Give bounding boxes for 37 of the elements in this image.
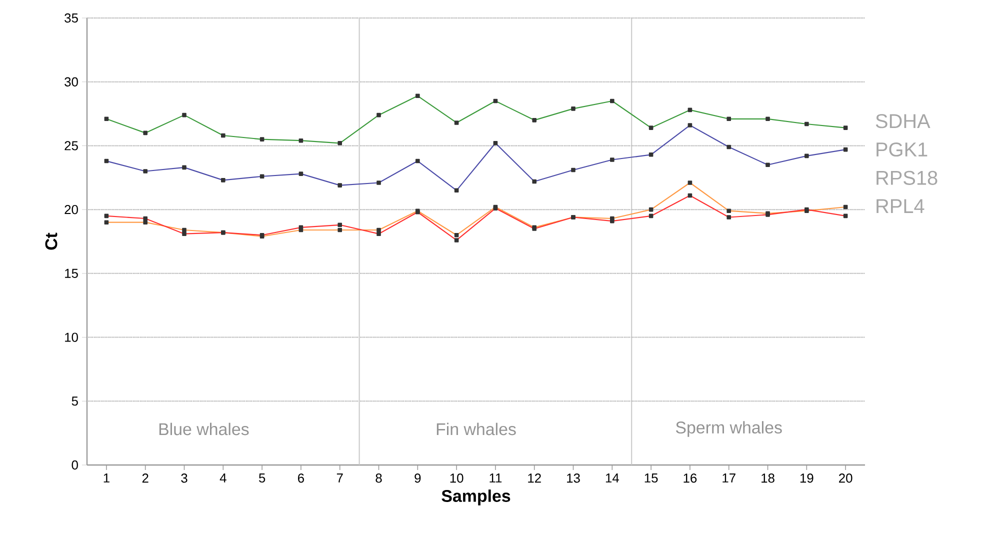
x-tick-label: 5	[258, 474, 266, 483]
y-tick-label: 15	[65, 268, 78, 278]
x-tick-label: 14	[606, 474, 619, 482]
x-tick-label: 7	[336, 474, 343, 482]
x-tick-label: 2	[142, 474, 148, 483]
series-label: SDHA	[876, 114, 930, 128]
x-tick-label: 13	[567, 474, 580, 483]
annotation: Blue whales	[159, 422, 249, 436]
x-tick-label: 18	[762, 474, 774, 483]
y-tick-label: 5	[72, 396, 78, 406]
x-tick-label: 4	[220, 474, 226, 482]
x-tick-label: 10	[450, 474, 464, 483]
y-tick-label: 35	[64, 13, 78, 23]
x-tick-label: 11	[490, 474, 502, 482]
y-tick-label: 10	[65, 332, 78, 342]
series-label: RPS18	[876, 170, 938, 185]
y-tick-label: 25	[64, 141, 78, 150]
x-tick-label: 15	[644, 474, 658, 483]
x-tick-label: 20	[839, 474, 852, 483]
x-tick-label: 3	[181, 474, 188, 483]
x-tick-label: 16	[684, 474, 697, 483]
y-tick-label: 30	[64, 77, 78, 86]
annotation: Sperm whales	[676, 421, 782, 437]
x-tick-label: 9	[414, 474, 421, 483]
x-tick-label: 12	[528, 474, 541, 483]
series-label: PGK1	[876, 142, 928, 157]
x-tick-label: 8	[376, 474, 382, 483]
x-tick-label: 1	[104, 474, 110, 482]
y-tick-label: 0	[72, 460, 78, 470]
y-tick-label: 20	[64, 204, 78, 214]
x-tick-label: 6	[298, 474, 304, 483]
annotation: Fin whales	[436, 422, 516, 436]
x-tick-label: 17	[722, 474, 736, 482]
series-label: RPL4	[876, 199, 924, 213]
x-tick-label: 19	[800, 474, 814, 483]
x-axis-title: Samples	[442, 490, 510, 506]
y-axis-title: Ct	[45, 232, 58, 250]
